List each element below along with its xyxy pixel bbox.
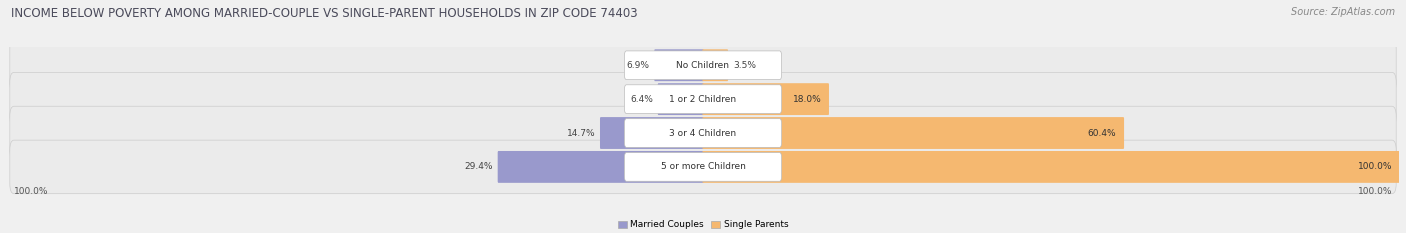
Text: No Children: No Children <box>676 61 730 70</box>
Legend: Married Couples, Single Parents: Married Couples, Single Parents <box>614 217 792 233</box>
Text: 18.0%: 18.0% <box>793 95 821 104</box>
Text: 1 or 2 Children: 1 or 2 Children <box>669 95 737 104</box>
FancyBboxPatch shape <box>624 51 782 80</box>
FancyBboxPatch shape <box>10 72 1396 126</box>
Text: 100.0%: 100.0% <box>1358 187 1392 196</box>
Text: 6.4%: 6.4% <box>630 95 652 104</box>
FancyBboxPatch shape <box>703 117 1123 149</box>
Text: 100.0%: 100.0% <box>1358 162 1392 171</box>
FancyBboxPatch shape <box>624 85 782 113</box>
Text: Source: ZipAtlas.com: Source: ZipAtlas.com <box>1291 7 1395 17</box>
FancyBboxPatch shape <box>654 49 703 81</box>
FancyBboxPatch shape <box>600 117 703 149</box>
FancyBboxPatch shape <box>10 140 1396 194</box>
FancyBboxPatch shape <box>624 119 782 147</box>
Text: 6.9%: 6.9% <box>627 61 650 70</box>
Text: 60.4%: 60.4% <box>1088 129 1116 137</box>
FancyBboxPatch shape <box>658 83 703 115</box>
FancyBboxPatch shape <box>10 106 1396 160</box>
Text: 3 or 4 Children: 3 or 4 Children <box>669 129 737 137</box>
Text: 29.4%: 29.4% <box>464 162 494 171</box>
Text: 14.7%: 14.7% <box>567 129 595 137</box>
FancyBboxPatch shape <box>703 83 830 115</box>
FancyBboxPatch shape <box>703 151 1399 183</box>
Text: 100.0%: 100.0% <box>14 187 48 196</box>
Text: 5 or more Children: 5 or more Children <box>661 162 745 171</box>
FancyBboxPatch shape <box>703 49 728 81</box>
FancyBboxPatch shape <box>10 38 1396 92</box>
Text: 3.5%: 3.5% <box>733 61 756 70</box>
Text: INCOME BELOW POVERTY AMONG MARRIED-COUPLE VS SINGLE-PARENT HOUSEHOLDS IN ZIP COD: INCOME BELOW POVERTY AMONG MARRIED-COUPL… <box>11 7 638 20</box>
FancyBboxPatch shape <box>624 153 782 181</box>
FancyBboxPatch shape <box>498 151 703 183</box>
